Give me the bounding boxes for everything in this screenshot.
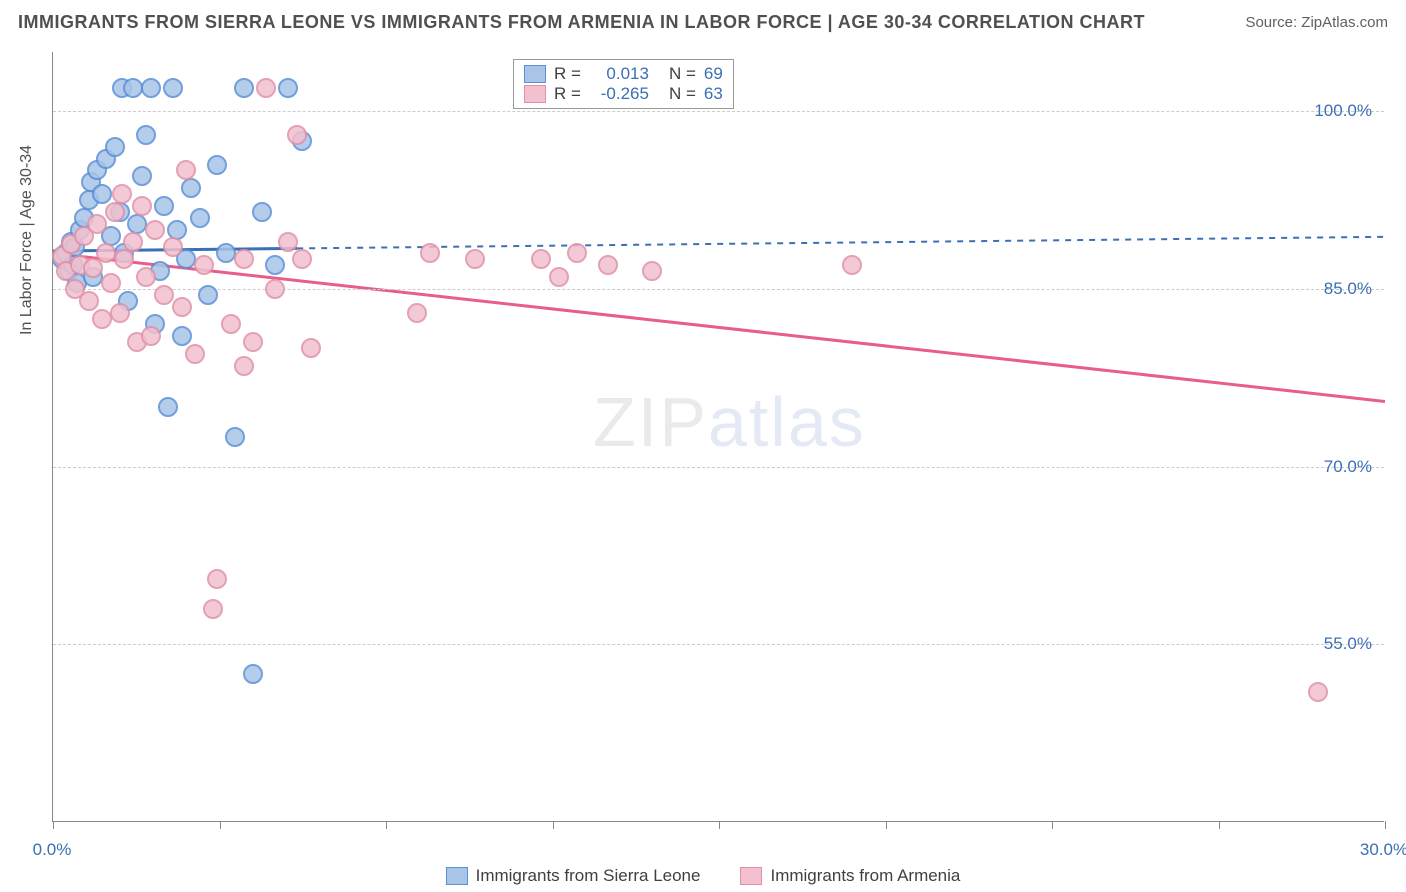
scatter-point [163,78,183,98]
scatter-point [163,237,183,257]
x-tick [1052,821,1053,829]
x-tick [553,821,554,829]
scatter-point [265,279,285,299]
scatter-point [531,249,551,269]
y-tick-label: 100.0% [1314,101,1372,121]
scatter-point [92,184,112,204]
scatter-point [79,291,99,311]
stats-swatch-icon [524,85,546,103]
watermark: ZIPatlas [593,382,866,462]
gridline [53,644,1384,645]
scatter-point [225,427,245,447]
scatter-point [1308,682,1328,702]
scatter-point [158,397,178,417]
scatter-point [105,137,125,157]
gridline [53,111,1384,112]
scatter-point [141,326,161,346]
y-tick-label: 55.0% [1324,634,1372,654]
scatter-point [234,249,254,269]
scatter-point [278,232,298,252]
x-tick [220,821,221,829]
scatter-point [123,232,143,252]
legend: Immigrants from Sierra Leone Immigrants … [0,866,1406,886]
scatter-point [136,267,156,287]
scatter-point [465,249,485,269]
scatter-point [105,202,125,222]
scatter-point [112,184,132,204]
scatter-point [132,196,152,216]
scatter-point [172,326,192,346]
scatter-point [234,356,254,376]
scatter-point [154,285,174,305]
scatter-point [198,285,218,305]
scatter-point [243,332,263,352]
scatter-point [87,214,107,234]
x-tick [1385,821,1386,829]
scatter-point [132,166,152,186]
scatter-point [176,160,196,180]
x-tick [1219,821,1220,829]
legend-swatch-icon [446,867,468,885]
scatter-point [243,664,263,684]
scatter-point [203,599,223,619]
scatter-point [101,273,121,293]
scatter-point [172,297,192,317]
scatter-point [207,569,227,589]
scatter-point [287,125,307,145]
x-tick [386,821,387,829]
stats-row: R =-0.265N =63 [524,84,723,104]
scatter-point [567,243,587,263]
scatter-point [278,78,298,98]
x-tick [886,821,887,829]
legend-label: Immigrants from Armenia [770,866,960,886]
scatter-point [234,78,254,98]
scatter-point [141,78,161,98]
scatter-point [154,196,174,216]
scatter-point [194,255,214,275]
scatter-point [256,78,276,98]
scatter-point [301,338,321,358]
scatter-point [185,344,205,364]
legend-swatch-icon [740,867,762,885]
chart-title: IMMIGRANTS FROM SIERRA LEONE VS IMMIGRAN… [18,12,1145,33]
x-tick-label: 30.0% [1360,840,1406,860]
scatter-point [265,255,285,275]
scatter-point [181,178,201,198]
scatter-point [292,249,312,269]
scatter-point [252,202,272,222]
source-label: Source: ZipAtlas.com [1245,14,1388,31]
scatter-point [114,249,134,269]
scatter-point [407,303,427,323]
scatter-point [110,303,130,323]
x-tick-label: 0.0% [33,840,72,860]
y-axis-label: In Labor Force | Age 30-34 [18,145,36,335]
gridline [53,289,1384,290]
stats-swatch-icon [524,65,546,83]
scatter-point [420,243,440,263]
gridline [53,467,1384,468]
stats-row: R =0.013N =69 [524,64,723,84]
regression-lines [53,52,1385,822]
scatter-point [190,208,210,228]
stats-box: R =0.013N =69R =-0.265N =63 [513,59,734,109]
scatter-point [642,261,662,281]
y-tick-label: 70.0% [1324,457,1372,477]
scatter-point [145,220,165,240]
scatter-point [136,125,156,145]
x-tick [719,821,720,829]
scatter-point [842,255,862,275]
scatter-point [221,314,241,334]
scatter-plot: ZIPatlas 55.0% 70.0% 85.0% 100.0% R =0.013N … [52,52,1384,822]
y-tick-label: 85.0% [1324,279,1372,299]
scatter-point [207,155,227,175]
legend-item-sierra-leone: Immigrants from Sierra Leone [446,866,701,886]
scatter-point [598,255,618,275]
scatter-point [549,267,569,287]
legend-label: Immigrants from Sierra Leone [476,866,701,886]
x-tick [53,821,54,829]
legend-item-armenia: Immigrants from Armenia [740,866,960,886]
